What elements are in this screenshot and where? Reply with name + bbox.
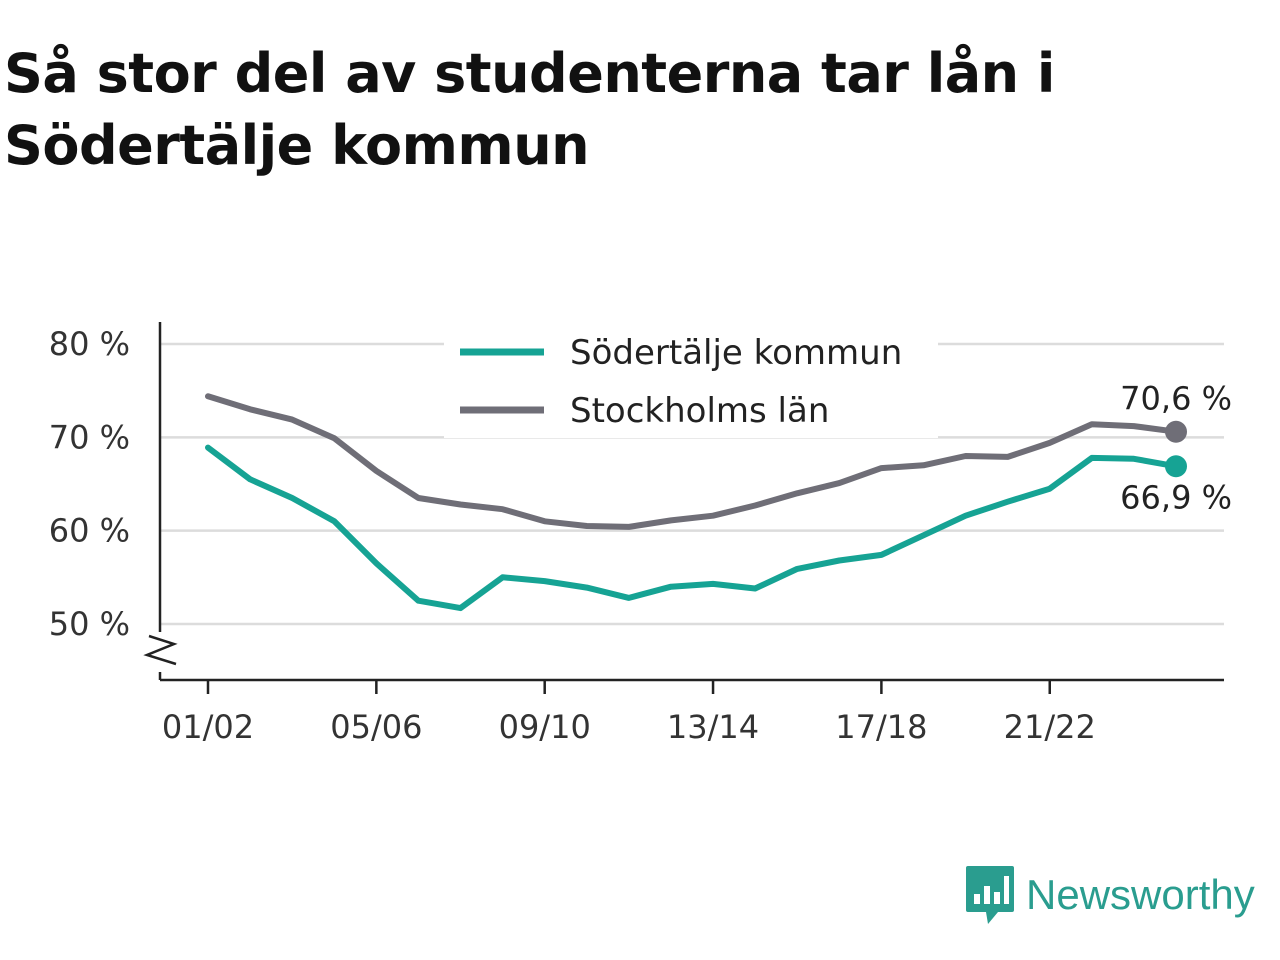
y-tick-label: 70 % — [49, 418, 130, 456]
axis-break-mask — [146, 632, 174, 672]
series-end-point — [1165, 455, 1187, 478]
axes — [143, 322, 1224, 694]
legend-background — [444, 326, 938, 438]
x-tick-label: 09/10 — [499, 708, 591, 746]
x-tick-label: 13/14 — [667, 708, 759, 746]
end-value-label: 66,9 % — [1120, 478, 1232, 516]
y-tick-label: 50 % — [49, 605, 130, 643]
end-value-labels: 66,9 % 70,6 % — [1120, 380, 1232, 517]
end-value-label: 70,6 % — [1120, 380, 1232, 418]
y-tick-label: 80 % — [49, 325, 130, 363]
chart-title: Så stor del av studenterna tar lån i Söd… — [4, 42, 1055, 177]
series-line — [205, 444, 1179, 612]
brand: Newsworthy — [964, 864, 1255, 926]
x-tick-label: 05/06 — [330, 708, 422, 746]
series-lines — [205, 393, 1187, 612]
newsworthy-logo-icon — [966, 866, 1014, 924]
y-tick-label: 60 % — [49, 512, 130, 550]
brand-name: Newsworthy — [1026, 871, 1255, 918]
legend: Södertälje kommun Stockholms län — [444, 326, 938, 438]
series-line — [205, 393, 1179, 530]
y-axis-tick-labels: 50 % 60 % 70 % 80 % — [49, 325, 130, 643]
x-axis-tick-labels: 01/02 05/06 09/10 13/14 17/18 21/22 — [162, 708, 1096, 746]
legend-label: Södertälje kommun — [570, 333, 902, 373]
x-tick-label: 21/22 — [1004, 708, 1096, 746]
series-end-point — [1165, 420, 1187, 443]
axis-break-zigzag — [143, 634, 178, 666]
x-tick-label: 01/02 — [162, 708, 254, 746]
x-tick-label: 17/18 — [835, 708, 927, 746]
legend-label: Stockholms län — [570, 391, 829, 431]
